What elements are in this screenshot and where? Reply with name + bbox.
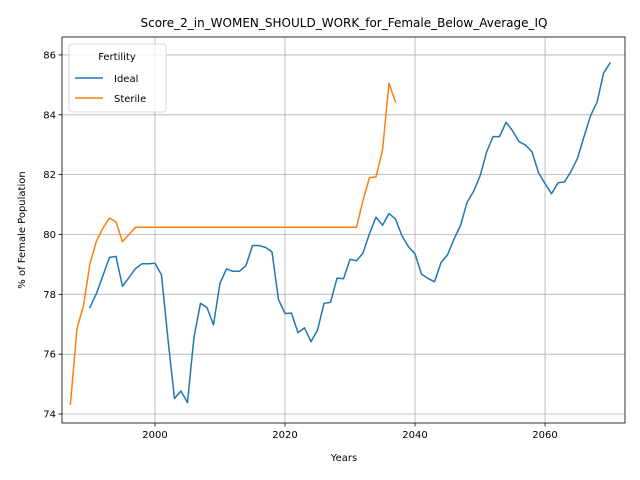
legend-label-ideal: Ideal xyxy=(114,74,138,85)
y-tick-label: 82 xyxy=(43,170,56,181)
x-tick-label: 2060 xyxy=(532,430,557,441)
y-tick-label: 86 xyxy=(43,50,56,61)
legend-label-sterile: Sterile xyxy=(114,94,146,105)
y-tick-label: 76 xyxy=(43,350,56,361)
y-tick-label: 80 xyxy=(43,230,56,241)
y-tick-label: 74 xyxy=(43,410,56,421)
x-axis-label: Years xyxy=(330,453,357,464)
x-axis: 2000 2020 2040 2060 xyxy=(142,423,558,441)
x-tick-label: 2040 xyxy=(402,430,427,441)
legend: Fertility Ideal Sterile xyxy=(69,44,166,112)
y-tick-label: 78 xyxy=(43,290,56,301)
y-axis: 74 76 78 80 82 84 86 xyxy=(43,50,62,420)
series-line-sterile xyxy=(70,83,395,404)
chart-title: Score_2_in_WOMEN_SHOULD_WORK_for_Female_… xyxy=(141,16,548,30)
y-axis-label: % of Female Population xyxy=(17,171,28,288)
x-tick-label: 2020 xyxy=(272,430,297,441)
series-layer xyxy=(70,63,610,404)
x-tick-label: 2000 xyxy=(142,430,167,441)
legend-title: Fertility xyxy=(98,52,136,63)
y-tick-label: 84 xyxy=(43,110,56,121)
series-line-ideal xyxy=(90,63,610,403)
